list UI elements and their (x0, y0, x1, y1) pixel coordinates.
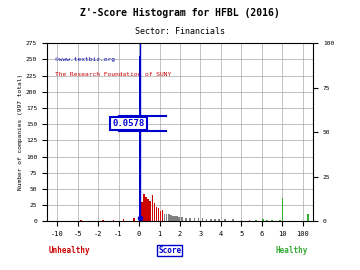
Bar (133, 218, 135, 221)
Bar (162, 210, 163, 221)
Bar (279, 220, 281, 221)
Bar (214, 219, 216, 221)
Bar (307, 214, 309, 221)
Bar (255, 220, 257, 221)
Bar (170, 215, 172, 221)
Bar (176, 216, 178, 221)
Bar (202, 218, 203, 221)
Text: Sector: Financials: Sector: Financials (135, 27, 225, 36)
Bar (224, 220, 226, 221)
Bar (143, 194, 145, 221)
Bar (172, 215, 174, 221)
Bar (168, 214, 170, 221)
Text: ©www.textbiz.org: ©www.textbiz.org (55, 58, 115, 62)
Bar (145, 197, 147, 221)
Bar (266, 220, 268, 221)
Bar (189, 218, 191, 221)
Bar (185, 218, 187, 221)
Bar (113, 220, 114, 221)
Bar (152, 195, 153, 221)
Bar (178, 217, 180, 221)
Y-axis label: Number of companies (997 total): Number of companies (997 total) (18, 74, 23, 190)
Bar (233, 220, 234, 221)
Bar (102, 220, 104, 221)
Text: Unhealthy: Unhealthy (49, 246, 90, 255)
Bar (282, 198, 283, 221)
Bar (318, 218, 319, 221)
Bar (147, 199, 149, 221)
Bar (206, 219, 207, 221)
Bar (160, 211, 161, 221)
Bar (166, 214, 167, 221)
Text: Z'-Score Histogram for HFBL (2016): Z'-Score Histogram for HFBL (2016) (80, 8, 280, 18)
Text: Score: Score (158, 246, 181, 255)
Bar (80, 220, 82, 221)
Bar (271, 220, 273, 221)
Text: The Research Foundation of SUNY: The Research Foundation of SUNY (55, 72, 171, 77)
Bar (218, 220, 220, 221)
Text: 0.0578: 0.0578 (113, 119, 145, 128)
Bar (156, 207, 157, 221)
Bar (240, 220, 242, 221)
Bar (198, 218, 199, 221)
Bar (262, 219, 264, 221)
Bar (123, 220, 125, 221)
Bar (174, 216, 176, 221)
Bar (282, 215, 283, 221)
Bar (158, 208, 159, 221)
Bar (249, 220, 251, 221)
Bar (139, 56, 141, 221)
Bar (210, 219, 212, 221)
Text: Healthy: Healthy (275, 246, 308, 255)
Bar (149, 201, 151, 221)
Bar (181, 217, 183, 221)
Bar (141, 202, 143, 221)
Bar (164, 214, 166, 221)
Bar (194, 218, 195, 221)
Bar (154, 203, 155, 221)
